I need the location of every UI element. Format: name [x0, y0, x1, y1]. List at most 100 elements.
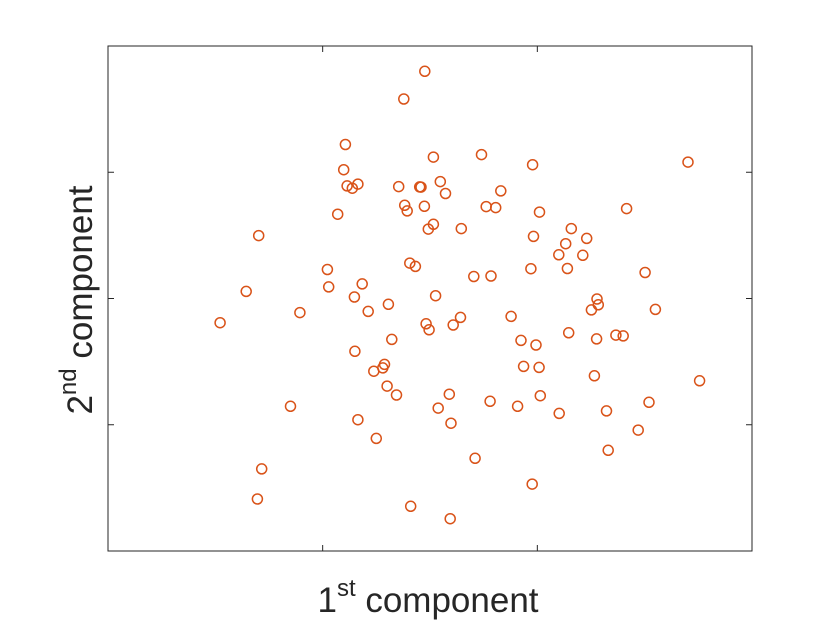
data-point: [348, 291, 361, 303]
data-point: [649, 303, 662, 316]
data-point: [643, 396, 655, 409]
data-point: [418, 200, 431, 213]
data-point: [429, 289, 442, 302]
data-point: [469, 452, 481, 465]
data-point: [561, 262, 574, 275]
data-point: [341, 180, 353, 192]
data-point: [632, 424, 644, 436]
y-axis-label-superscript: nd: [55, 368, 82, 395]
data-point: [240, 285, 252, 298]
x-axis-label-prefix: 1: [317, 581, 336, 620]
data-point: [525, 262, 537, 275]
data-point: [592, 299, 605, 311]
data-point: [526, 158, 539, 171]
x-axis-label-superscript: st: [337, 575, 356, 602]
data-point: [505, 310, 517, 323]
data-point: [398, 199, 411, 212]
data-point: [339, 138, 352, 151]
data-point: [419, 65, 431, 78]
data-point: [432, 402, 444, 414]
data-point: [600, 405, 613, 417]
data-point: [321, 263, 334, 276]
data-point: [420, 318, 432, 330]
data-point: [693, 375, 706, 387]
data-point: [423, 324, 435, 336]
data-point: [443, 388, 456, 400]
data-point: [530, 339, 542, 351]
data-point: [562, 327, 575, 339]
data-point: [337, 163, 350, 176]
data-point: [484, 395, 496, 408]
data-point: [602, 444, 614, 457]
data-point: [511, 400, 524, 413]
data-point: [620, 202, 633, 215]
data-point: [398, 93, 410, 105]
data-point: [588, 370, 601, 382]
data-point: [294, 306, 306, 319]
data-point: [553, 249, 565, 261]
data-point: [517, 360, 530, 373]
data-point: [331, 208, 344, 220]
data-point: [590, 333, 603, 345]
data-point: [577, 249, 589, 262]
data-point: [533, 361, 545, 374]
data-point: [409, 260, 422, 273]
data-point: [445, 417, 457, 429]
data-point: [392, 180, 405, 193]
data-point: [559, 237, 572, 250]
data-point: [527, 230, 540, 243]
data-point: [284, 400, 297, 413]
data-point: [610, 329, 622, 341]
axis-ticks: [108, 46, 752, 551]
data-point: [214, 316, 226, 329]
data-point: [617, 330, 629, 342]
data-point: [526, 478, 538, 490]
data-point: [565, 222, 578, 235]
data-point: [475, 148, 488, 161]
data-point: [427, 151, 440, 163]
data-point: [381, 380, 393, 392]
y-axis-label-text: component: [61, 185, 100, 368]
data-point: [485, 270, 497, 282]
data-point: [349, 345, 361, 358]
data-point: [370, 432, 383, 445]
data-point: [252, 229, 265, 242]
data-point: [468, 270, 480, 283]
data-point: [378, 358, 391, 371]
y-axis-label-prefix: 2: [61, 395, 100, 414]
data-point: [352, 178, 364, 190]
data-point: [427, 218, 440, 231]
data-point: [382, 298, 395, 311]
data-point: [553, 407, 565, 420]
data-point: [534, 389, 547, 402]
data-point: [515, 334, 527, 347]
data-point: [591, 293, 603, 305]
data-point: [495, 185, 507, 197]
data-points: [214, 65, 706, 525]
data-point: [404, 257, 416, 269]
x-axis-label-text: component: [356, 581, 539, 620]
data-point: [356, 278, 368, 290]
data-point: [439, 187, 452, 200]
data-point: [390, 389, 403, 401]
data-point: [533, 206, 546, 218]
data-point: [352, 413, 364, 426]
data-point: [401, 205, 413, 217]
data-point: [322, 281, 335, 293]
data-point: [415, 181, 427, 193]
data-point: [251, 493, 264, 505]
data-point: [489, 201, 502, 214]
data-point: [454, 311, 467, 324]
data-point: [444, 512, 456, 525]
data-point: [580, 232, 593, 245]
x-axis-label: 1st component: [317, 575, 538, 620]
data-point: [447, 319, 459, 331]
data-point: [362, 305, 374, 318]
data-point: [255, 463, 268, 475]
data-point: [404, 500, 417, 513]
data-point: [386, 333, 398, 346]
y-axis-label: 2nd component: [55, 185, 100, 414]
plot-area: [107, 45, 753, 552]
data-point: [455, 222, 468, 235]
